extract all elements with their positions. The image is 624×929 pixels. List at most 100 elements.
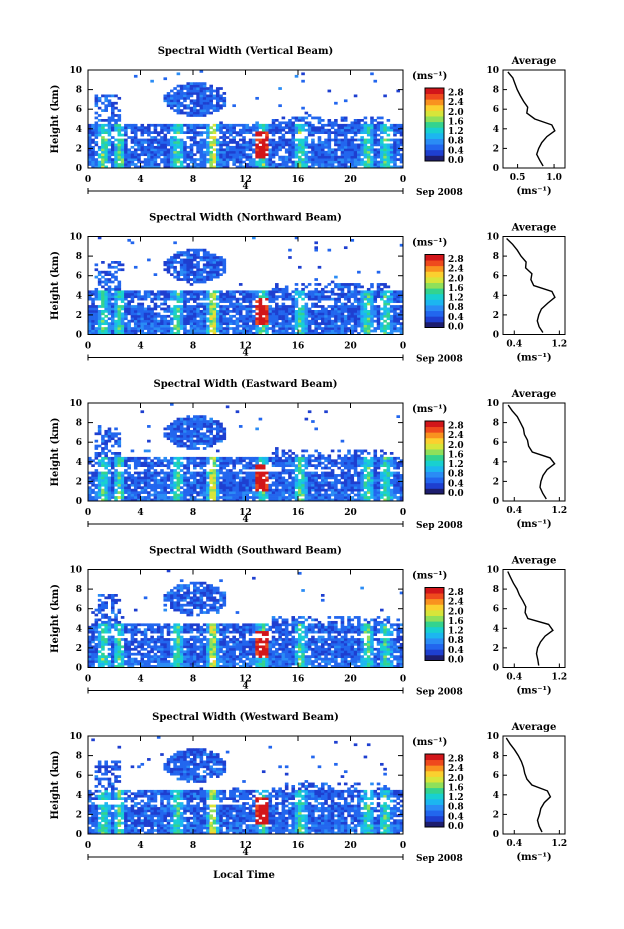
heatmap-cell — [166, 158, 171, 161]
heatmap-cell — [209, 312, 213, 316]
heatmap-cell — [301, 491, 305, 494]
heatmap-cell — [110, 163, 115, 166]
heatmap-cell — [186, 314, 191, 318]
heatmap-cell — [209, 496, 213, 499]
colorbar-swatch — [425, 316, 444, 323]
heatmap-cell — [222, 268, 227, 272]
heatmap-cell — [232, 474, 236, 477]
heatmap-cell — [130, 158, 135, 161]
heatmap-cell — [376, 305, 381, 308]
heatmap-cell — [209, 474, 213, 477]
heatmap-cell — [271, 155, 276, 159]
heatmap-cell — [170, 319, 174, 323]
heatmap-cell — [242, 456, 246, 460]
heatmap-cell — [206, 104, 210, 108]
heatmap-cell — [202, 268, 207, 272]
heatmap-cell — [124, 317, 128, 321]
heatmap-cell — [133, 483, 138, 487]
heatmap-cell — [110, 474, 115, 477]
heatmap-cell — [117, 444, 122, 448]
heatmap-cell — [242, 332, 246, 335]
heatmap-cell — [225, 165, 230, 169]
heatmap-cell — [330, 165, 335, 169]
heatmap-cell — [193, 447, 197, 450]
heatmap-cell — [340, 143, 345, 147]
heatmap-cell — [347, 143, 351, 147]
heatmap-cell — [170, 104, 174, 108]
heatmap-cell — [170, 422, 174, 426]
heatmap-cell — [153, 498, 158, 502]
heatmap-cell — [173, 310, 177, 313]
heatmap-cell — [143, 474, 148, 477]
heatmap-cell — [183, 474, 187, 477]
heatmap-cell — [209, 155, 213, 159]
heatmap-cell — [389, 148, 394, 152]
heatmap-cell — [294, 459, 299, 463]
heatmap-cell — [281, 476, 286, 480]
heatmap-cell — [91, 300, 95, 303]
heatmap-cell — [193, 417, 197, 421]
heatmap-cell — [183, 268, 187, 272]
heatmap-cell — [110, 305, 115, 308]
heatmap-cell — [107, 322, 112, 325]
heatmap-cell — [238, 138, 243, 142]
heatmap-cell — [320, 327, 325, 330]
heatmap-cell — [127, 312, 131, 316]
heatmap-cell — [396, 327, 401, 330]
heatmap-cell — [97, 319, 102, 323]
heatmap-cell — [304, 491, 309, 494]
heatmap-cell — [160, 332, 164, 335]
heatmap-cell — [124, 478, 128, 482]
heatmap-cell — [337, 305, 341, 308]
heatmap-cell — [225, 292, 230, 296]
heatmap-cell — [114, 454, 118, 458]
heatmap-cell — [114, 261, 118, 264]
heatmap-cell — [215, 302, 220, 306]
heatmap-cell — [150, 471, 154, 475]
heatmap-cell — [114, 332, 118, 335]
heatmap-cell — [311, 471, 315, 475]
heatmap-cell — [127, 160, 131, 164]
heatmap-cell — [101, 94, 105, 98]
heatmap-cell — [206, 133, 210, 137]
heatmap-cell — [189, 292, 194, 296]
heatmap-cell — [363, 292, 368, 296]
heatmap-cell — [330, 292, 335, 296]
heatmap-cell — [301, 123, 305, 127]
heatmap-cell — [212, 434, 217, 438]
heatmap-cell — [114, 106, 118, 110]
heatmap-cell — [212, 483, 217, 487]
heatmap-cell — [366, 317, 371, 321]
heatmap-cell — [389, 155, 394, 159]
heatmap-cell — [396, 123, 401, 127]
colorbar-frame — [424, 254, 445, 328]
heatmap-cell — [196, 290, 200, 294]
heatmap-cell — [179, 87, 184, 90]
heatmap-cell — [284, 452, 289, 455]
heatmap-cell — [193, 478, 197, 482]
heatmap-cell — [340, 123, 345, 127]
heatmap-cell — [284, 464, 289, 467]
heatmap-cell — [281, 287, 286, 291]
heatmap-cell — [304, 332, 309, 335]
heatmap-cell — [245, 464, 250, 467]
heatmap-cell — [334, 123, 338, 127]
heatmap-cell — [275, 491, 279, 494]
heatmap-cell — [104, 471, 108, 475]
heatmap-cell — [252, 498, 256, 502]
heatmap-cell — [124, 138, 128, 142]
heatmap-cell — [235, 483, 240, 487]
heatmap-cell — [337, 314, 341, 318]
heatmap-cell — [235, 123, 240, 127]
heatmap-cell — [284, 317, 289, 321]
heatmap-cell — [183, 302, 187, 306]
heatmap-cell — [143, 292, 148, 296]
heatmap-cell — [222, 456, 227, 460]
heatmap-cell — [268, 123, 273, 127]
heatmap-cell — [160, 327, 164, 330]
heatmap-cell — [225, 153, 230, 157]
heatmap-cell — [222, 493, 227, 497]
heatmap-cell — [196, 94, 200, 98]
heatmap-cell — [373, 119, 378, 122]
heatmap-cell — [206, 87, 210, 90]
